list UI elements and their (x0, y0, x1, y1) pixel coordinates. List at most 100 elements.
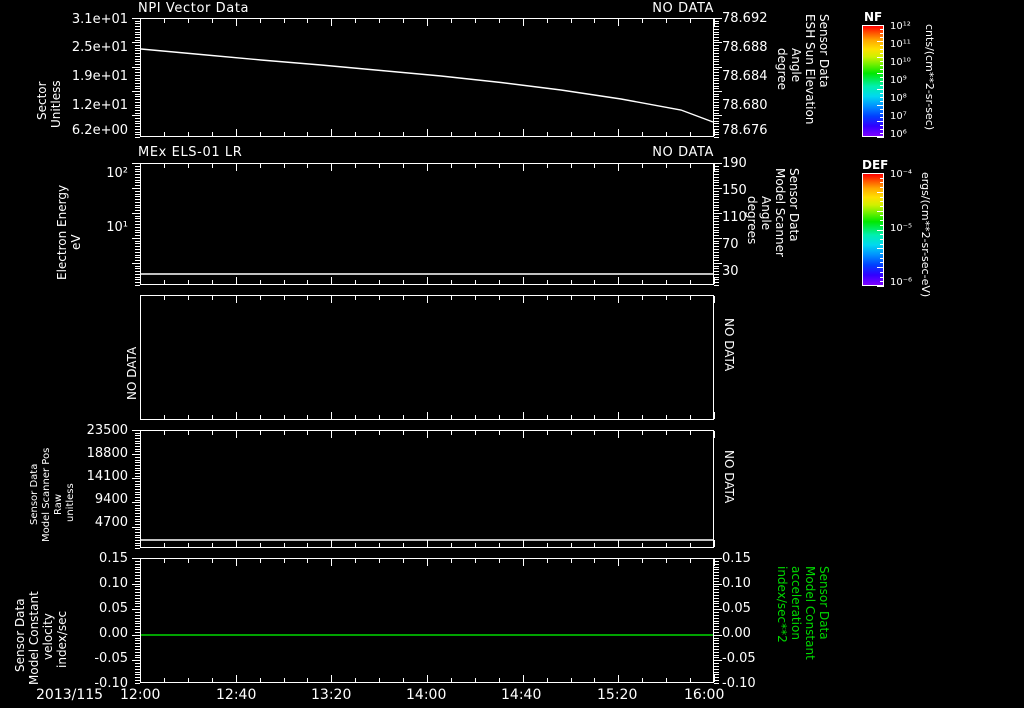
tick-y-right (714, 193, 719, 195)
tick-y-right (714, 563, 719, 565)
tick-y-right (714, 47, 719, 49)
tick-y-right (714, 99, 719, 101)
tick-y-right (714, 243, 719, 245)
tick-y-right (714, 50, 719, 52)
tick-y-right (714, 118, 719, 120)
p4-left-tick-2: 14100 (86, 469, 128, 484)
p5-right-tick-4: -0.05 (722, 651, 756, 666)
tick-y-right (714, 212, 722, 214)
tick-y-right (714, 246, 719, 248)
p1-right-tick-3: 78.680 (722, 98, 768, 113)
tick-y-right (714, 592, 719, 594)
tick-y-left (135, 683, 140, 684)
tick-y-right (714, 112, 719, 114)
tick-y-right (714, 663, 719, 665)
tick-y-right (714, 218, 719, 220)
p5-left-tick-2: 0.05 (99, 601, 128, 616)
p5-left-tick-0: 0.15 (99, 551, 128, 566)
p5-left-axis-label-line1: Sensor Data (13, 598, 27, 672)
p1-right-tick-1: 78.688 (722, 40, 768, 55)
tick-y-right (714, 660, 722, 662)
tick-y-right (714, 58, 719, 60)
p2-left-axis-label-line1: Electron Energy (55, 184, 69, 280)
tick-y-left (132, 18, 140, 19)
p1-left-tick-3: 1.2e+01 (71, 98, 128, 113)
colorbar-nf-tick-2: 10¹⁰ (890, 57, 911, 68)
p1-left-tick-4: 6.2e+00 (71, 123, 128, 138)
p1-right-tick-4: 78.676 (722, 123, 768, 138)
time-axis-tick-2: 13:20 (311, 687, 352, 703)
colorbar-nf-tick-3: 10⁹ (890, 75, 907, 86)
tick-y-left (132, 502, 140, 504)
tick-y-right (714, 268, 719, 270)
colorbar-def-tick-2: 10⁻⁶ (890, 277, 913, 288)
tick-x-top (714, 19, 715, 26)
p5-right-axis-label-line4: index/sec**2 (775, 566, 789, 643)
tick-y-right (714, 671, 719, 673)
tick-y-right (714, 187, 722, 189)
tick-y-left (132, 660, 140, 662)
p2-right-tick-4: 30 (722, 264, 739, 279)
colorbar-nf-tick-6: 10⁶ (890, 129, 907, 140)
tick-y-right (714, 109, 719, 111)
p5-left-tick-4: -0.05 (94, 651, 128, 666)
tick-x-top (714, 164, 715, 171)
time-axis-tick-5: 15:20 (597, 687, 638, 703)
colorbar-nf-tick-0: 10¹² (890, 21, 911, 32)
tick-y-right (714, 74, 719, 76)
tick-y-right (714, 80, 719, 82)
tick-y-right (714, 55, 719, 57)
tick-y-right (714, 279, 719, 281)
tick-y-right (714, 72, 719, 74)
p2-left-tick-1: 10¹ (106, 220, 128, 235)
tick-y-right (714, 600, 719, 602)
tick-y-right (714, 657, 719, 659)
p5-right-tick-5: -0.10 (722, 676, 756, 691)
tick-y-left (132, 583, 140, 585)
tick-y-left (132, 66, 140, 68)
p5-left-tick-5: -0.10 (94, 676, 128, 691)
p1-right-axis-label-line3: Angle (789, 48, 803, 83)
colorbar-nf-scale (862, 25, 884, 137)
p1-right-tick-2: 78.684 (722, 69, 768, 84)
p2-right-axis-label-line4: degrees (745, 196, 759, 245)
p1-right-axis-label-line4: degree (775, 48, 789, 91)
tick-y-right (714, 115, 722, 117)
p1-left-axis-label-line2: Unitless (49, 80, 63, 128)
p5-right-axis-label-line1: Sensor Data (817, 566, 831, 640)
p3-left-nodata-label: NO DATA (125, 346, 139, 400)
tick-y-right (714, 594, 719, 596)
tick-y-right (714, 204, 719, 206)
p5-right-axis-label-line3: acceleration (789, 566, 803, 640)
tick-y-right (714, 637, 719, 639)
tick-y-right (714, 683, 719, 684)
p1-right-axis-label-line1: Sensor Data (817, 14, 831, 88)
tick-y-left (132, 187, 140, 189)
panel-npi-vector-frame (140, 18, 714, 137)
tick-y-left (132, 42, 140, 44)
p2-right-tick-2: 110 (722, 210, 747, 225)
tick-x-bottom (714, 129, 715, 136)
tick-y-right (714, 262, 722, 264)
time-axis-tick-1: 12:40 (216, 687, 257, 703)
tick-y-right (714, 26, 719, 28)
tick-y-right (714, 66, 722, 68)
tick-x-top (714, 296, 715, 303)
colorbar-nf-title: NF (864, 10, 883, 24)
p5-left-tick-1: 0.10 (99, 576, 128, 591)
tick-y-right (714, 643, 719, 645)
tick-y-right (714, 680, 719, 682)
tick-y-right (714, 646, 719, 648)
tick-y-right (714, 63, 719, 65)
tick-y-left (132, 91, 140, 93)
tick-y-right (714, 165, 719, 167)
p5-left-axis-label-line3: velocity (41, 613, 55, 660)
tick-y-left (132, 558, 140, 559)
p4-left-tick-1: 18800 (86, 446, 128, 461)
tick-y-left (132, 262, 140, 264)
trace-scanner-pos-baseline (141, 539, 713, 541)
p4-left-tick-3: 9400 (94, 492, 128, 507)
colorbar-nf-unit-label: cnts/(cm**2-sr-sec) (923, 24, 936, 131)
panel-constant-velocity-frame (140, 558, 714, 683)
tick-y-right (714, 237, 722, 239)
